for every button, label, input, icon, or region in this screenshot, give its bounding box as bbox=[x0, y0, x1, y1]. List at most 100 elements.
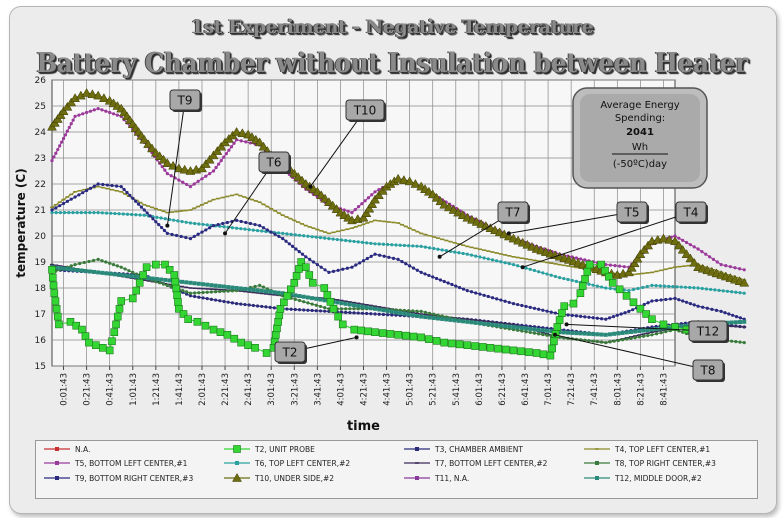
data-point bbox=[629, 298, 638, 307]
data-point bbox=[591, 283, 595, 287]
data-point bbox=[83, 211, 88, 215]
data-point bbox=[171, 277, 180, 286]
data-point bbox=[591, 332, 596, 337]
data-point bbox=[222, 299, 226, 304]
data-point bbox=[473, 320, 478, 325]
data-point bbox=[335, 300, 340, 305]
data-point bbox=[673, 296, 677, 300]
annotation-box bbox=[616, 201, 648, 223]
data-point bbox=[205, 290, 209, 294]
data-point bbox=[425, 335, 433, 343]
data-point bbox=[641, 328, 646, 333]
data-point bbox=[599, 317, 604, 321]
annotation-arrow bbox=[522, 211, 692, 268]
data-point bbox=[160, 225, 164, 230]
data-point bbox=[54, 206, 58, 210]
data-point bbox=[302, 300, 306, 304]
data-point bbox=[692, 245, 696, 249]
data-point bbox=[128, 193, 132, 197]
energy-box-unit-den: (-50ºC)day bbox=[613, 159, 667, 170]
data-point bbox=[578, 282, 587, 290]
data-point bbox=[244, 341, 252, 350]
data-point bbox=[664, 297, 668, 302]
data-point bbox=[677, 298, 681, 302]
data-point bbox=[88, 186, 93, 190]
annotation-box bbox=[345, 99, 385, 121]
data-point bbox=[581, 275, 589, 283]
data-point bbox=[360, 304, 365, 309]
data-point bbox=[244, 220, 248, 225]
data-point bbox=[541, 308, 545, 312]
data-point bbox=[319, 265, 323, 269]
data-point bbox=[486, 322, 491, 327]
data-point bbox=[315, 263, 319, 267]
data-point bbox=[184, 182, 189, 187]
data-point bbox=[507, 262, 511, 266]
data-point bbox=[370, 194, 380, 204]
data-point bbox=[632, 253, 643, 263]
data-point bbox=[419, 270, 423, 274]
data-point bbox=[557, 330, 562, 335]
data-point bbox=[423, 245, 427, 249]
data-point bbox=[305, 271, 314, 279]
data-point bbox=[633, 329, 638, 334]
y-tick-label: 22 bbox=[35, 180, 46, 190]
data-point bbox=[701, 305, 705, 309]
data-point bbox=[654, 284, 658, 288]
data-point bbox=[520, 329, 524, 333]
data-point bbox=[50, 289, 59, 298]
data-point bbox=[83, 268, 88, 273]
legend-marker bbox=[233, 445, 241, 453]
data-point bbox=[417, 333, 425, 342]
data-point bbox=[297, 294, 302, 299]
data-point bbox=[482, 293, 486, 297]
data-point bbox=[77, 193, 81, 197]
data-point bbox=[318, 304, 323, 309]
data-point bbox=[516, 264, 520, 268]
data-point bbox=[121, 273, 126, 278]
data-point bbox=[88, 109, 93, 113]
data-point bbox=[258, 283, 262, 287]
data-point bbox=[85, 338, 93, 347]
data-point bbox=[259, 288, 264, 293]
data-point bbox=[595, 284, 599, 288]
data-point bbox=[338, 320, 347, 329]
data-point bbox=[82, 260, 86, 265]
data-point bbox=[196, 179, 200, 183]
x-tick-label: 5:01:43 bbox=[406, 373, 416, 406]
data-point bbox=[541, 271, 545, 275]
y-tick-label: 20 bbox=[35, 232, 47, 242]
y-tick-label: 16 bbox=[35, 336, 47, 346]
data-point bbox=[406, 312, 411, 317]
data-point bbox=[214, 298, 218, 302]
data-point bbox=[637, 335, 641, 339]
data-point bbox=[659, 331, 663, 335]
data-point bbox=[585, 260, 594, 269]
data-point bbox=[254, 137, 265, 147]
data-point bbox=[295, 265, 303, 273]
data-point bbox=[378, 253, 382, 257]
data-point bbox=[579, 314, 583, 318]
data-point bbox=[356, 303, 361, 308]
y-tick-label: 18 bbox=[35, 284, 47, 294]
y-tick-label: 25 bbox=[35, 102, 46, 112]
data-point bbox=[136, 202, 141, 206]
y-tick-label: 19 bbox=[35, 258, 47, 268]
data-point bbox=[411, 244, 415, 248]
data-point bbox=[566, 330, 571, 335]
data-point bbox=[528, 326, 533, 331]
data-point bbox=[520, 303, 524, 308]
x-tick-label: 6:41:43 bbox=[521, 373, 531, 406]
data-point bbox=[104, 211, 109, 215]
data-point bbox=[112, 320, 120, 329]
data-point bbox=[310, 296, 315, 301]
data-point bbox=[78, 261, 82, 266]
data-point bbox=[344, 310, 348, 314]
annotation-t8: T8 bbox=[553, 332, 725, 382]
data-point bbox=[169, 174, 173, 178]
x-tick-label: 2:21:43 bbox=[221, 373, 231, 406]
data-point bbox=[293, 307, 297, 312]
data-point bbox=[654, 298, 659, 303]
data-point bbox=[188, 237, 193, 241]
annotation-arrowhead bbox=[553, 332, 558, 337]
